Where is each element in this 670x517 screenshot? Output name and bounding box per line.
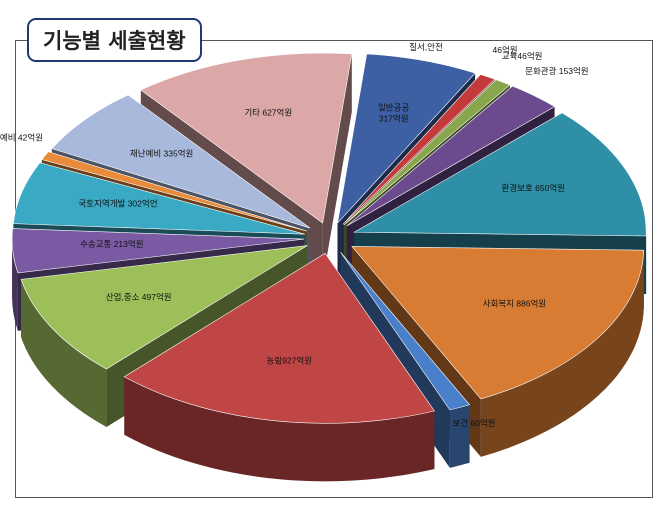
pie-tops xyxy=(11,52,647,424)
slice-국토지역개발 xyxy=(13,162,305,235)
label-재난예비: 재난예비 335억원 xyxy=(130,148,193,158)
slice-문화관광 xyxy=(346,85,556,227)
slice-edge-8-0 xyxy=(21,279,107,427)
slice-일반예비 xyxy=(41,151,307,232)
label-보건: 보건 60억원 xyxy=(453,418,496,428)
label-문화관광: 문화관광 153억원 xyxy=(525,66,588,76)
label-질서,안전: 46억원 xyxy=(492,45,517,55)
slice-wall-13-1 xyxy=(322,53,352,282)
label-국토지역개발: 국토지역개발 302억언 xyxy=(78,199,157,209)
label-일반공공: 일반공공 317억원 xyxy=(378,103,409,124)
slice-수송교통 xyxy=(11,228,305,274)
slice-일반공공 xyxy=(337,53,476,225)
slice-교육 xyxy=(343,79,511,226)
slice-edge-5-0 xyxy=(480,250,644,457)
slice-농림 xyxy=(123,252,435,424)
label-일반예비: 일반예비 42억원 xyxy=(0,133,43,143)
slice-환경보호 xyxy=(353,112,647,237)
chart-title: 기능별 세출현황 xyxy=(27,18,202,62)
label-산업,중소: 산업,중소 497억원 xyxy=(106,292,172,302)
label-교육: 교육46억원 xyxy=(502,51,543,61)
label-농림: 농림927억원 xyxy=(267,356,312,366)
extra-label-0: 질서,안전 xyxy=(409,42,443,52)
slice-질서,안전 xyxy=(342,74,496,225)
slice-산업,중소 xyxy=(20,245,308,370)
slice-edge-9-0 xyxy=(12,239,18,331)
label-환경보호: 환경보호 650억원 xyxy=(502,183,565,193)
label-사회복지: 사회복지 886억원 xyxy=(483,299,546,309)
slice-재난예비 xyxy=(51,94,311,229)
slice-기타 xyxy=(140,52,353,224)
label-수송교통: 수송교통 213억원 xyxy=(80,239,143,249)
slice-사회복지 xyxy=(351,246,645,400)
label-기타: 기타 627억원 xyxy=(244,107,292,117)
slice-보건 xyxy=(340,252,471,411)
slice-edge-7-0 xyxy=(124,376,435,482)
slice-edge-6-0 xyxy=(449,404,470,468)
